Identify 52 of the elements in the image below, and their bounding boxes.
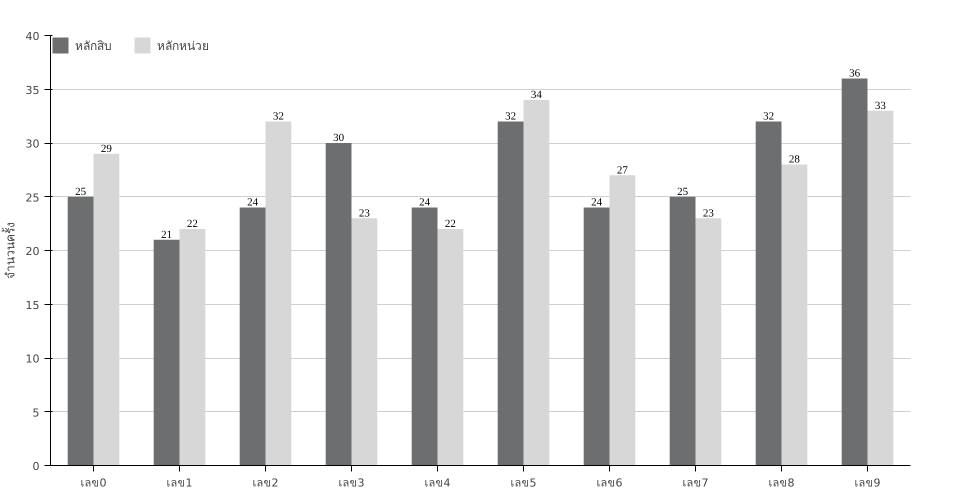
data-label: 24 [247, 196, 259, 208]
x-tick-label: เลข1 [166, 476, 192, 490]
data-label: 23 [702, 207, 714, 220]
x-tick-label: เลข3 [338, 476, 364, 490]
data-label: 29 [100, 142, 112, 155]
legend-label: หลักหน่วย [157, 38, 209, 54]
data-label: 34 [530, 89, 542, 101]
y-tick-label: 25 [26, 191, 40, 204]
data-label: 24 [591, 196, 603, 208]
y-tick-label: 10 [26, 352, 40, 366]
bar [756, 122, 782, 466]
y-tick-label: 40 [26, 30, 40, 43]
x-tick-label: เลข0 [80, 476, 106, 490]
data-label: 33 [874, 100, 886, 112]
x-tick-label: เลข8 [768, 476, 794, 490]
x-tick-label: เลข7 [682, 476, 708, 490]
data-label: 27 [616, 164, 628, 176]
bar [670, 196, 696, 466]
data-label: 21 [161, 228, 172, 241]
x-tick-label: เลข5 [510, 476, 536, 490]
data-label: 23 [358, 207, 370, 220]
bar [842, 78, 868, 466]
y-tick-label: 0 [32, 460, 40, 473]
data-label: 25 [75, 186, 87, 198]
data-label: 22 [186, 218, 198, 230]
x-tick-label: เลข2 [252, 476, 278, 490]
y-tick-label: 5 [32, 406, 40, 420]
y-tick-label: 20 [26, 245, 40, 258]
data-label: 24 [419, 196, 431, 208]
x-tick-label: เลข9 [854, 476, 880, 490]
bar [68, 196, 94, 466]
bar [154, 240, 180, 466]
y-tick-label: 30 [26, 138, 40, 150]
legend-label: หลักสิบ [75, 38, 112, 54]
data-label: 32 [763, 110, 774, 122]
bar [584, 208, 610, 466]
data-label: 30 [333, 132, 345, 144]
bar [412, 208, 438, 466]
data-label: 25 [677, 186, 689, 198]
bar [326, 143, 352, 466]
data-label: 28 [788, 154, 800, 166]
data-label: 32 [272, 110, 284, 122]
y-tick-label: 35 [26, 84, 40, 97]
data-label: 32 [505, 110, 516, 122]
bar [498, 122, 524, 466]
x-tick-label: เลข6 [596, 476, 622, 490]
data-label: 36 [849, 68, 861, 80]
y-tick-label: 15 [26, 298, 40, 312]
x-tick-label: เลข4 [424, 476, 450, 490]
y-axis-title: จำนวนครั้ง [2, 222, 18, 279]
data-label: 22 [444, 218, 456, 230]
bar [240, 208, 266, 466]
